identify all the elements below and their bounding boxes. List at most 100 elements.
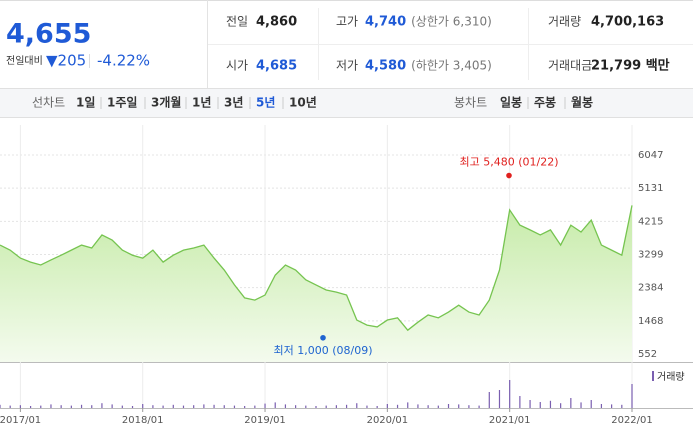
volume-bar (335, 405, 337, 408)
volume-bar (223, 405, 225, 408)
price-line (0, 205, 633, 332)
x-tick-label: 2021/01 (489, 415, 531, 426)
volume-bar (40, 405, 42, 408)
volume-bar (590, 400, 592, 408)
summary-label: 거래대금 (548, 59, 592, 73)
price-area (0, 205, 632, 362)
volume-bar (172, 404, 174, 408)
volume-bar (233, 405, 236, 408)
volume-bar (142, 404, 144, 408)
summary-value: 4,685 (256, 59, 297, 74)
volume-bar (427, 405, 429, 408)
volume-bar (580, 402, 582, 408)
volume-bar (376, 406, 378, 408)
annotation-dot (506, 172, 512, 179)
change: ▼205 (46, 52, 86, 70)
volume-bar (468, 405, 470, 408)
summary-label: 저가 (336, 59, 358, 73)
summary-note: (상한가 6,310) (411, 15, 492, 29)
volume-bar (570, 398, 572, 408)
volume-bar (325, 405, 327, 408)
summary-label: 고가 (336, 15, 358, 29)
volume-bar (498, 390, 501, 408)
volume-bar (621, 404, 623, 408)
volume-bar (519, 396, 521, 408)
volume-bar (417, 404, 419, 408)
x-tick-label: 2019/01 (244, 415, 286, 426)
volume-bar (488, 392, 490, 408)
volume-bar (529, 400, 531, 408)
y-tick-label: 6047 (638, 150, 663, 161)
volume-bar (611, 404, 613, 408)
summary-label: 거래량 (548, 15, 581, 29)
y-tick-label: 2384 (638, 283, 663, 294)
volume-bar (509, 380, 511, 408)
volume-bar (9, 405, 11, 408)
volume-bar (407, 402, 409, 408)
summary-value: 21,799 백만 (591, 58, 670, 74)
period-button[interactable]: 1주일 (107, 96, 137, 110)
period-button[interactable]: 1일 (76, 96, 95, 110)
summary-value: 4,860 (256, 15, 297, 30)
summary-value: 4,580 (365, 59, 406, 74)
x-tick-label: 2018/01 (122, 415, 164, 426)
candle-button[interactable]: 월봉 (571, 95, 593, 110)
volume-bar (345, 404, 348, 408)
volume-bar (458, 404, 460, 408)
candle-button[interactable]: 주봉 (534, 96, 556, 110)
volume-bar (162, 405, 164, 408)
summary-note: (하한가 3,405) (411, 59, 492, 73)
annotation-dot (320, 334, 326, 341)
period-button[interactable]: 5년 (256, 96, 275, 110)
summary-label: 시가 (226, 59, 248, 73)
volume-bar (0, 404, 1, 408)
x-tick-label: 2017/01 (0, 415, 41, 426)
volume-bar (600, 404, 603, 408)
volume-bar (549, 400, 552, 408)
period-button[interactable]: 3개월 (151, 95, 181, 110)
volume-bar (295, 405, 297, 408)
y-tick-label: 4215 (638, 216, 663, 227)
volume-bar (80, 404, 83, 408)
annotation-label: 최저 1,000 (08/09) (273, 344, 372, 357)
x-tick-label: 2020/01 (367, 415, 409, 426)
period-button[interactable]: 10년 (289, 96, 317, 110)
volume-bar (182, 405, 185, 408)
candle-button[interactable]: 일봉 (500, 96, 522, 110)
legend-swatch (652, 371, 654, 381)
volume-bar (60, 405, 62, 408)
volume-bar (274, 402, 276, 408)
volume-bar (19, 405, 21, 408)
volume-bar (447, 404, 450, 408)
y-tick-label: 5131 (638, 183, 663, 194)
legend-label: 거래량 (657, 371, 685, 383)
volume-bar (254, 405, 256, 408)
volume-bar (386, 404, 388, 408)
volume-bar (244, 406, 246, 408)
volume-bar (437, 405, 439, 408)
volume-bar (356, 403, 358, 408)
y-tick-label: 1468 (638, 316, 663, 327)
volume-bar (29, 406, 32, 408)
volume-bar (111, 404, 113, 408)
volume-bar (315, 406, 317, 408)
volume-bar (366, 405, 368, 408)
volume-bar (539, 402, 541, 408)
volume-bar (50, 404, 52, 408)
volume-bar (121, 405, 123, 408)
summary-value: 4,740 (365, 15, 406, 30)
change-label: 전일대비 (6, 55, 43, 67)
summary-label: 전일 (226, 15, 248, 29)
volume-bar (264, 403, 266, 408)
period-button[interactable]: 3년 (224, 96, 243, 110)
y-tick-label: 552 (638, 349, 657, 360)
volume-bar (213, 404, 215, 408)
volume-bar (91, 405, 93, 408)
toolbar-label: 봉차트 (454, 96, 487, 110)
period-button[interactable]: 1년 (192, 96, 211, 110)
volume-bar (203, 404, 205, 408)
volume-bar (152, 405, 154, 408)
volume-bar (560, 403, 562, 408)
volume-bar (193, 405, 195, 408)
